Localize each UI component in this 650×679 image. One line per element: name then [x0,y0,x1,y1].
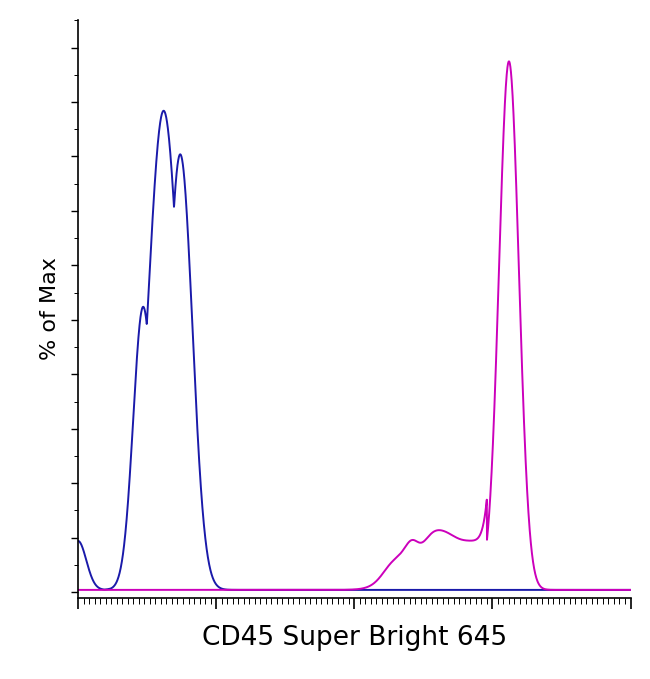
X-axis label: CD45 Super Bright 645: CD45 Super Bright 645 [202,625,507,650]
Y-axis label: % of Max: % of Max [40,257,60,361]
